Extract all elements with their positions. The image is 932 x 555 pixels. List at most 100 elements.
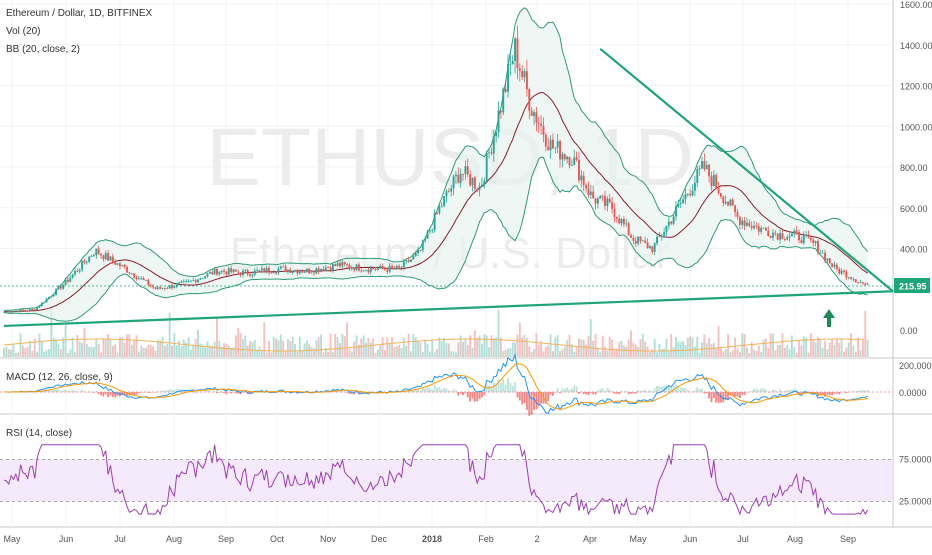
volume-bar xyxy=(275,339,277,357)
volume-bar xyxy=(228,346,230,357)
candle-body xyxy=(341,262,343,266)
macd-histogram-bar xyxy=(493,382,495,392)
volume-bar xyxy=(670,334,672,357)
volume-bar xyxy=(41,342,43,357)
rsi-label: RSI (14, close) xyxy=(6,428,72,439)
volume-bar xyxy=(95,340,97,357)
volume-bar xyxy=(595,334,597,357)
candle-body xyxy=(569,157,571,166)
candle-body xyxy=(616,217,618,219)
volume-bar xyxy=(3,348,5,357)
macd-histogram-bar xyxy=(734,392,736,397)
candle-body xyxy=(431,230,433,231)
macd-histogram-bar xyxy=(737,392,739,397)
candle-body xyxy=(467,166,469,174)
candle-body xyxy=(860,282,862,283)
volume-bar xyxy=(559,351,561,357)
candle-body xyxy=(62,285,64,289)
volume-bar xyxy=(398,345,400,357)
candle-body xyxy=(140,278,142,279)
candle-body xyxy=(597,199,599,204)
candle-body xyxy=(663,232,665,236)
candle-body xyxy=(398,266,400,268)
volume-bar xyxy=(382,337,384,357)
candle-body xyxy=(791,234,793,236)
volume-bar xyxy=(483,334,485,357)
volume-bar xyxy=(150,345,152,357)
volume-bar xyxy=(779,345,781,357)
volume-bar xyxy=(244,336,246,357)
candle-body xyxy=(50,296,52,297)
candle-body xyxy=(72,274,74,277)
volume-bar xyxy=(259,346,261,357)
volume-bar xyxy=(545,347,547,357)
volume-bar xyxy=(573,352,575,357)
candle-body xyxy=(493,136,495,153)
volume-bar xyxy=(270,352,272,357)
macd-histogram-bar xyxy=(476,392,478,401)
candle-body xyxy=(618,219,620,223)
volume-bar xyxy=(718,326,720,357)
candle-body xyxy=(739,217,741,225)
volume-bar xyxy=(834,345,836,357)
candle-body xyxy=(495,132,497,136)
volume-bar xyxy=(320,334,322,357)
candle-body xyxy=(850,277,852,279)
volume-bar xyxy=(81,343,83,357)
candle-body xyxy=(136,277,138,279)
candle-body xyxy=(79,270,81,272)
volume-bar xyxy=(777,345,779,357)
volume-bar xyxy=(412,334,414,357)
up-arrow-icon xyxy=(823,309,835,327)
candle-body xyxy=(424,239,426,241)
macd-histogram-bar xyxy=(474,392,476,402)
macd-histogram-bar xyxy=(472,392,474,399)
volume-bar xyxy=(507,349,509,357)
candle-body xyxy=(521,71,523,77)
candle-body xyxy=(656,237,658,244)
macd-histogram-bar xyxy=(512,386,514,392)
volume-bar xyxy=(377,349,379,357)
volume-bar xyxy=(216,318,218,357)
candle-body xyxy=(154,287,156,289)
macd-histogram-bar xyxy=(531,392,533,415)
volume-bar xyxy=(673,347,675,357)
volume-bar xyxy=(192,345,194,357)
volume-bar xyxy=(812,339,814,357)
candle-body xyxy=(684,194,686,199)
candle-body xyxy=(325,268,327,271)
candle-body xyxy=(867,284,869,285)
macd-histogram-bar xyxy=(469,392,471,401)
volume-bar xyxy=(867,340,869,357)
candle-body xyxy=(207,273,209,276)
macd-histogram-bar xyxy=(62,390,64,392)
candle-body xyxy=(408,260,410,262)
candle-body xyxy=(240,273,242,276)
volume-bar xyxy=(711,344,713,357)
candle-body xyxy=(490,152,492,153)
candle-body xyxy=(235,269,237,271)
candle-body xyxy=(474,178,476,189)
candle-body xyxy=(188,281,190,282)
candle-body xyxy=(93,255,95,256)
candle-body xyxy=(864,283,866,284)
volume-bar xyxy=(566,340,568,357)
volume-bar xyxy=(860,350,862,357)
volume-bar xyxy=(332,352,334,357)
candle-body xyxy=(278,269,280,273)
volume-bar xyxy=(292,337,294,357)
volume-bar xyxy=(391,337,393,357)
volume-bar xyxy=(852,345,854,357)
volume-bar xyxy=(692,338,694,357)
candle-body xyxy=(13,311,15,312)
volume-bar xyxy=(720,348,722,357)
macd-histogram-bar xyxy=(138,392,140,393)
candle-body xyxy=(334,264,336,266)
candle-body xyxy=(304,272,306,273)
volume-bar xyxy=(242,339,244,357)
volume-bar xyxy=(590,319,592,357)
volume-bar xyxy=(533,349,535,357)
volume-bar xyxy=(285,351,287,357)
rsi-axis-label: 75.0000 xyxy=(899,455,932,465)
volume-bar xyxy=(817,337,819,357)
